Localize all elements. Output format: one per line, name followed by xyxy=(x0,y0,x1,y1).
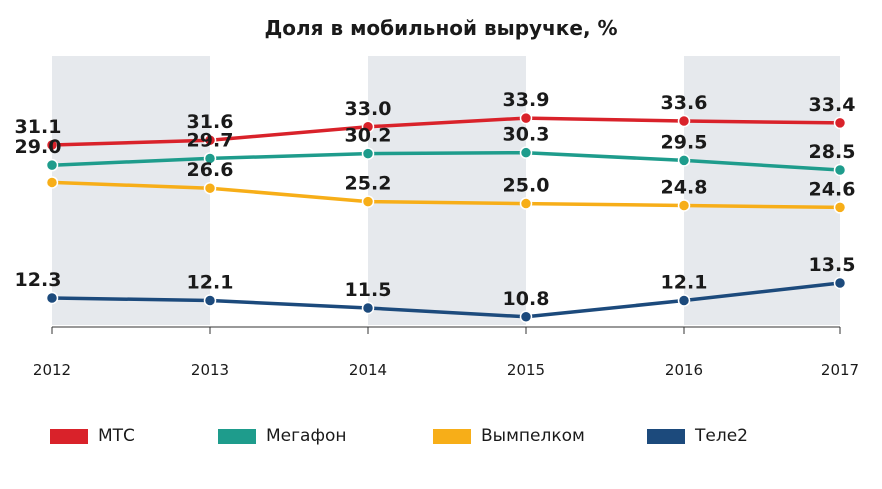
point-megafon-2015 xyxy=(519,146,533,159)
data-label-tele2-2016: 12.1 xyxy=(661,272,708,294)
shaded-band-0 xyxy=(52,56,210,325)
shaded-band-1 xyxy=(368,56,526,325)
x-tick-label-2014: 2014 xyxy=(349,361,387,379)
data-label-mts-2014: 33.0 xyxy=(345,98,392,120)
legend-label-megafon: Мегафон xyxy=(266,426,347,446)
point-mts-2013 xyxy=(203,133,217,147)
data-label-tele2-2013: 12.1 xyxy=(187,272,234,294)
data-label-mts-2013: 31.6 xyxy=(187,111,234,133)
data-label-megafon-2012: 29.0 xyxy=(15,136,62,158)
point-vympelkom-2012 xyxy=(45,176,59,189)
legend: МТС Мегафон Вымпелком Теле2 xyxy=(50,426,748,446)
x-tick-label-2013: 2013 xyxy=(191,361,229,379)
point-tele2-2014 xyxy=(361,301,375,315)
data-label-vympelkom-2014: 25.2 xyxy=(345,173,392,195)
data-label-vympelkom-2017: 24.6 xyxy=(809,178,856,200)
series-line-mts xyxy=(51,116,841,147)
x-tick-label-2012: 2012 xyxy=(33,361,71,379)
data-label-tele2-2017: 13.5 xyxy=(809,254,856,276)
point-tele2-2015 xyxy=(519,310,533,323)
point-tele2-2017 xyxy=(833,276,847,290)
x-tick-label-2016: 2016 xyxy=(665,361,703,379)
data-label-tele2-2015: 10.8 xyxy=(503,288,550,310)
point-megafon-2017 xyxy=(833,163,847,177)
data-label-mts-2016: 33.6 xyxy=(661,92,708,114)
point-vympelkom-2016 xyxy=(677,199,691,212)
legend-swatch-vympelkom xyxy=(433,428,471,444)
point-vympelkom-2017 xyxy=(833,201,847,214)
legend-label-vympelkom: Вымпелком xyxy=(481,426,585,446)
legend-swatch-mts xyxy=(50,428,88,444)
point-mts-2015 xyxy=(519,111,533,125)
data-label-megafon-2014: 30.2 xyxy=(345,125,392,147)
series-line-vympelkom xyxy=(51,180,841,210)
data-label-vympelkom-2015: 25.0 xyxy=(503,175,550,197)
point-mts-2012 xyxy=(45,138,59,152)
point-tele2-2016 xyxy=(677,294,691,307)
series-line-tele2 xyxy=(51,281,841,319)
legend-item-megafon: Мегафон xyxy=(218,426,433,446)
point-megafon-2016 xyxy=(677,154,691,167)
chart-title: Доля в мобильной выручке, % xyxy=(264,16,618,40)
x-tick-label-2017: 2017 xyxy=(821,361,859,379)
data-label-tele2-2014: 11.5 xyxy=(345,279,392,301)
data-label-megafon-2013: 29.7 xyxy=(187,129,234,151)
point-megafon-2013 xyxy=(203,152,217,165)
legend-item-vympelkom: Вымпелком xyxy=(433,426,647,446)
point-mts-2016 xyxy=(677,114,691,128)
x-tick-label-2015: 2015 xyxy=(507,361,545,379)
point-tele2-2012 xyxy=(45,291,59,305)
series-line-megafon xyxy=(51,150,841,172)
data-label-mts-2017: 33.4 xyxy=(809,94,856,116)
point-tele2-2013 xyxy=(203,294,217,307)
data-label-vympelkom-2013: 26.6 xyxy=(187,159,234,181)
line-chart: 2012 2013 2014 2015 2016 2017 31.1 31.6 33.0 33.9… xyxy=(15,56,859,379)
point-mts-2014 xyxy=(361,120,375,134)
data-label-vympelkom-2016: 24.8 xyxy=(661,176,708,198)
point-megafon-2012 xyxy=(45,158,59,172)
point-mts-2017 xyxy=(833,116,847,130)
data-label-mts-2012: 31.1 xyxy=(15,116,62,138)
data-label-megafon-2017: 28.5 xyxy=(809,141,856,163)
data-label-tele2-2012: 12.3 xyxy=(15,269,62,291)
point-vympelkom-2013 xyxy=(203,181,217,195)
legend-item-mts: МТС xyxy=(50,426,218,446)
point-vympelkom-2014 xyxy=(361,195,375,208)
legend-item-tele2: Теле2 xyxy=(647,426,748,446)
shaded-band-2 xyxy=(684,56,840,325)
legend-label-mts: МТС xyxy=(98,426,135,446)
legend-swatch-tele2 xyxy=(647,428,685,444)
data-label-mts-2015: 33.9 xyxy=(503,89,550,111)
legend-label-tele2: Теле2 xyxy=(695,426,748,446)
data-label-megafon-2015: 30.3 xyxy=(503,124,550,146)
legend-swatch-megafon xyxy=(218,428,256,444)
point-vympelkom-2015 xyxy=(519,197,533,210)
data-label-megafon-2016: 29.5 xyxy=(661,131,708,153)
point-megafon-2014 xyxy=(361,147,375,160)
